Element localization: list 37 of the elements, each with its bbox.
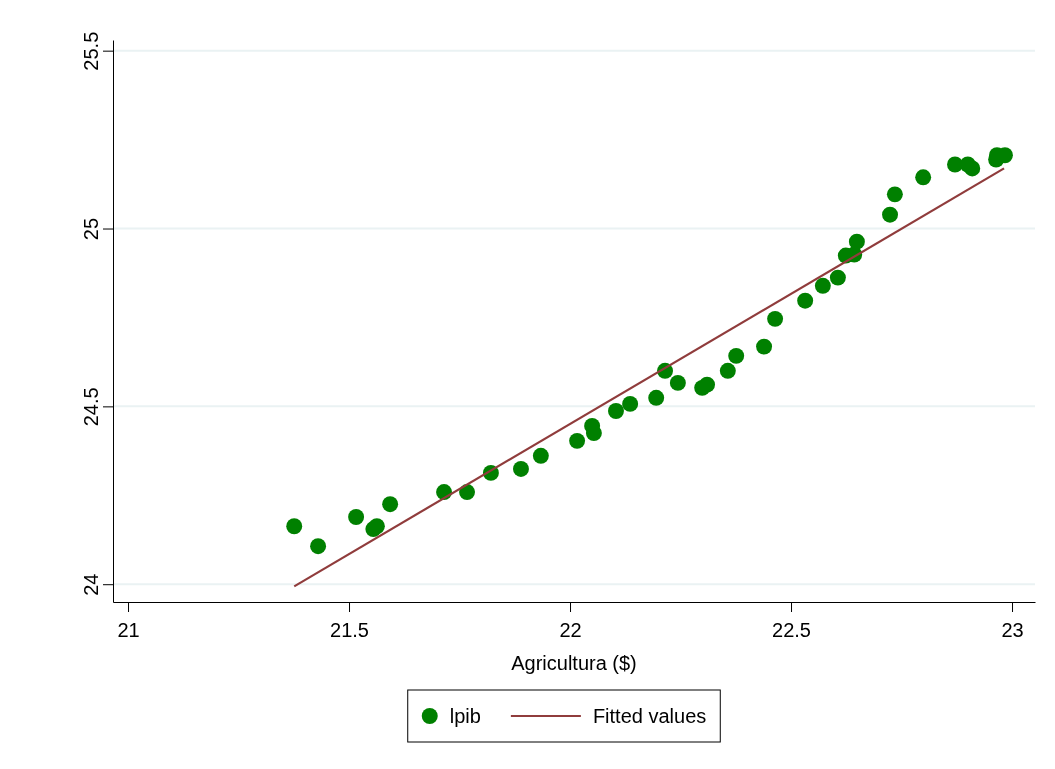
point [608, 403, 624, 419]
point [569, 432, 586, 449]
x-tick-label: 21 [117, 619, 140, 641]
point [797, 292, 814, 309]
point [532, 447, 549, 464]
x-tick-label: 22.5 [772, 619, 811, 641]
y-tick-label: 24 [80, 573, 102, 596]
point [719, 362, 736, 379]
point [728, 347, 745, 364]
y-tick-label: 24.5 [80, 387, 102, 427]
point [585, 425, 602, 442]
x-axis-title: Agricultura ($) [511, 652, 637, 674]
point [829, 269, 846, 286]
point [669, 374, 686, 391]
point [882, 206, 898, 223]
point [512, 461, 529, 477]
point [286, 518, 303, 535]
point [648, 389, 665, 406]
y-tick-label: 25 [80, 217, 102, 241]
x-tick-label: 22 [559, 619, 582, 641]
point [915, 169, 932, 186]
legend-label: Fitted values [592, 705, 707, 727]
point [310, 538, 327, 555]
point [756, 338, 773, 355]
y-tick-label: 25.5 [80, 31, 102, 71]
point [348, 509, 365, 525]
x-tick-label: 23 [1001, 619, 1024, 641]
point [886, 186, 903, 203]
point [767, 310, 784, 327]
point [622, 395, 639, 412]
point [964, 160, 981, 177]
x-tick-label: 21.5 [330, 619, 369, 641]
legend-label: lpib [449, 705, 481, 727]
point [814, 277, 831, 294]
point [382, 496, 399, 513]
point [848, 233, 865, 250]
point [699, 376, 716, 393]
